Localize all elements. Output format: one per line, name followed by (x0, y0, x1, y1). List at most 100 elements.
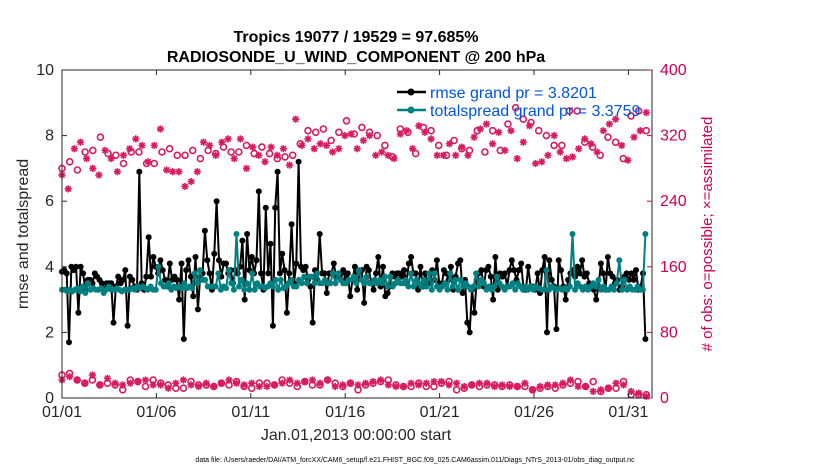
totalspread-point (592, 283, 599, 290)
totalspread-point (447, 270, 454, 277)
obs-assimilated-marker (630, 133, 638, 141)
rmse-point (375, 254, 382, 260)
obs-assimilated-marker (331, 382, 339, 391)
obs-assimilated-marker (66, 373, 74, 381)
obs-assimilated-stroke (483, 120, 490, 128)
obs-assimilated-stroke (477, 125, 484, 133)
totalspread-point (543, 267, 550, 274)
totalspread-point (233, 231, 240, 237)
obs-assimilated-stroke (187, 381, 195, 389)
rmse-point (600, 270, 607, 277)
obs-assimilated-marker (286, 161, 294, 169)
rmse-point (539, 267, 546, 274)
obs-assimilated-stroke (249, 143, 256, 151)
obs-assimilated-stroke (134, 378, 142, 385)
rmse-point (148, 273, 154, 280)
obs-assimilated-marker (187, 177, 195, 186)
obs-assimilated-stroke (476, 380, 483, 387)
obs-assimilated-marker (359, 136, 367, 145)
totalspread-point (639, 286, 646, 293)
totalspread-point (613, 280, 620, 287)
obs-possible-marker (265, 149, 274, 158)
obs-assimilated-stroke (392, 383, 400, 390)
rmse-point (544, 329, 550, 336)
obs-possible-marker (634, 107, 643, 115)
obs-assimilated-marker (232, 379, 241, 387)
obs-possible-marker (519, 115, 528, 123)
rmse-point (351, 263, 358, 270)
obs-assimilated-marker (369, 378, 377, 386)
obs-assimilated-stroke (440, 152, 447, 159)
obs-possible-marker (542, 131, 551, 140)
obs-assimilated-stroke (628, 388, 635, 395)
obs-assimilated-marker (210, 382, 218, 391)
obs-assimilated-marker (562, 155, 570, 163)
obs-possible-marker (65, 158, 74, 166)
obs-possible-marker (311, 128, 320, 137)
obs-assimilated-marker (635, 389, 643, 397)
x-tick-label: 01/26 (514, 404, 554, 421)
obs-assimilated-stroke (95, 171, 103, 179)
obs-assimilated-marker (261, 158, 269, 166)
obs-assimilated-stroke (65, 185, 72, 193)
obs-assimilated-marker (163, 166, 171, 174)
obs-possible-marker (304, 126, 312, 135)
obs-assimilated-stroke (397, 130, 404, 138)
obs-assimilated-stroke (218, 380, 225, 387)
obs-assimilated-marker (470, 133, 478, 141)
y-right-tick-label: 400 (660, 62, 687, 79)
rmse-point (511, 267, 518, 274)
rmse-point (471, 309, 478, 316)
obs-assimilated-marker (513, 155, 521, 163)
rmse-point (63, 270, 70, 277)
obs-assimilated-stroke (514, 155, 521, 162)
obs-assimilated-marker (612, 115, 620, 123)
obs-assimilated-marker (587, 140, 595, 148)
totalspread-point (569, 231, 576, 237)
totalspread-series (59, 231, 649, 297)
obs-assimilated-stroke (89, 371, 96, 379)
rmse-point (145, 234, 152, 241)
rmse-point (274, 168, 281, 175)
totalspread-point (249, 270, 256, 277)
obs-assimilated-marker (101, 146, 109, 154)
obs-assimilated-stroke (225, 376, 233, 384)
obs-assimilated-marker (310, 145, 318, 153)
obs-assimilated-marker (156, 125, 164, 133)
totalspread-point (288, 276, 295, 283)
obs-assimilated-marker (217, 379, 225, 387)
rmse-point (593, 296, 600, 303)
obs-assimilated-marker (292, 115, 300, 123)
chart-title: Tropics 19077 / 19529 = 97.685% (233, 29, 478, 46)
rmse-point (239, 237, 246, 244)
obs-assimilated-marker (495, 128, 503, 136)
obs-assimilated-stroke (169, 168, 176, 175)
obs-assimilated-marker (270, 381, 279, 389)
rmse-point (478, 267, 485, 274)
totalspread-point (215, 270, 222, 277)
obs-assimilated-stroke (360, 137, 367, 144)
obs-assimilated-marker (164, 384, 172, 392)
obs-assimilated-stroke (403, 127, 410, 134)
obs-assimilated-marker (384, 151, 392, 159)
obs-assimilated-marker (236, 135, 244, 143)
obs-assimilated-stroke (582, 383, 589, 390)
obs-assimilated-stroke (71, 145, 78, 152)
obs-assimilated-stroke (520, 139, 527, 146)
rmse-point (433, 257, 440, 264)
rmse-point (279, 250, 286, 257)
obs-assimilated-stroke (309, 376, 316, 384)
totalspread-point (298, 280, 305, 287)
obs-assimilated-stroke (590, 388, 597, 395)
obs-assimilated-marker (445, 140, 454, 148)
obs-assimilated-marker (476, 125, 484, 133)
totalspread-point (236, 283, 243, 290)
obs-assimilated-marker (384, 381, 392, 389)
obs-assimilated-marker (263, 382, 271, 391)
rmse-point (642, 336, 649, 342)
obs-assimilated-stroke (138, 142, 146, 149)
obs-assimilated-marker (433, 151, 441, 159)
obs-assimilated-stroke (323, 142, 330, 149)
obs-assimilated-stroke (263, 383, 271, 390)
totalspread-point (387, 273, 394, 280)
